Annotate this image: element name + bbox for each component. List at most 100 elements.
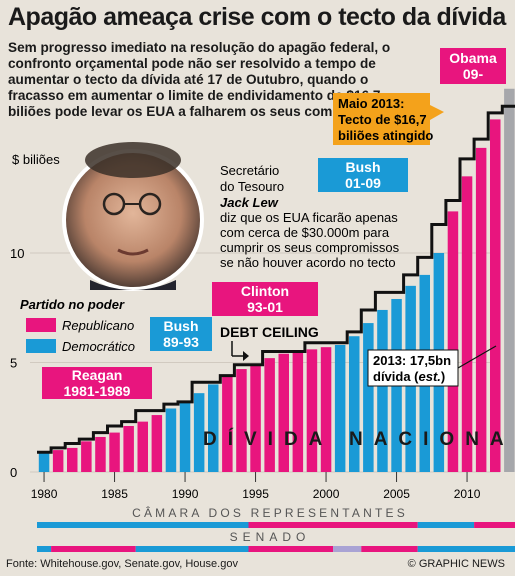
bar-1988 [151, 415, 163, 472]
x-ticks: 1980 1985 1990 1995 2000 2005 2010 [31, 472, 481, 501]
bar-1986 [123, 426, 134, 472]
svg-text:Maio 2013:: Maio 2013: [338, 96, 404, 111]
svg-text:Tecto de $16,7: Tecto de $16,7 [338, 112, 427, 127]
bar-1983 [81, 441, 92, 472]
x-tick-label: 2000 [313, 487, 340, 501]
debt-ceiling-label: DEBT CEILING [220, 324, 319, 361]
senate-strip-segment [361, 546, 418, 552]
house-label: CÂMARA DOS REPRESENTANTES [132, 505, 408, 520]
page-title: Apagão ameaça crise com o tecto da dívid… [8, 3, 506, 31]
senate-strip [37, 546, 515, 552]
x-tick-label: 1985 [101, 487, 128, 501]
senate-strip-segment [135, 546, 249, 552]
legend-label-republican: Republicano [62, 318, 134, 333]
legend: Partido no poder Republicano Democrático [20, 297, 135, 354]
legend-swatch-republican [26, 318, 56, 332]
jack-lew-portrait [62, 142, 204, 291]
bar-1981 [52, 450, 64, 472]
bar-2000 [320, 347, 332, 472]
senate-strip-segment [248, 546, 334, 552]
svg-text:Obama: Obama [449, 50, 497, 66]
bar-2010 [461, 176, 473, 472]
svg-text:Clinton: Clinton [241, 283, 289, 299]
bar-1996 [264, 358, 275, 472]
bar-2011 [475, 147, 487, 472]
secretary-annotation: Secretário do Tesouro Jack Lew diz que o… [220, 163, 400, 270]
senate-label: SENADO [230, 530, 311, 544]
house-strip-segment [248, 522, 418, 528]
debt-callout: 2013: 17,5bn dívida (est.) [367, 345, 497, 387]
bar-1991 [193, 393, 205, 472]
svg-text:do Tesouro: do Tesouro [220, 179, 284, 194]
bar-1984 [95, 436, 106, 472]
national-debt-label: DÍVIDA NACIONAL [203, 428, 515, 450]
bar-1998 [292, 351, 304, 472]
source-text: Fonte: Whitehouse.gov, Senate.gov, House… [6, 558, 238, 570]
x-tick-label: 1990 [172, 487, 199, 501]
svg-text:Bush: Bush [346, 159, 381, 175]
credit-text: © GRAPHIC NEWS [407, 558, 505, 570]
bar-1985 [109, 432, 120, 472]
president-reagan: Reagan 1981-1989 [42, 367, 152, 399]
bar-1995 [250, 364, 261, 472]
bar-1980 [38, 452, 50, 472]
svg-text:01-09: 01-09 [345, 175, 381, 191]
svg-text:89-93: 89-93 [163, 334, 199, 350]
president-obama: Obama 09- [440, 48, 506, 84]
y-axis-label: $ biliões [12, 152, 60, 167]
svg-text:cumprir os seus compromissos: cumprir os seus compromissos [220, 240, 400, 255]
svg-text:2013: 17,5bn: 2013: 17,5bn [373, 353, 451, 368]
legend-label-democratic: Democrático [62, 339, 135, 354]
y-tick-label: 10 [10, 246, 24, 261]
president-bush-sr: Bush 89-93 [150, 317, 212, 351]
svg-text:Reagan: Reagan [72, 367, 123, 383]
svg-text:Secretário: Secretário [220, 163, 279, 178]
legend-swatch-democratic [26, 339, 56, 353]
bar-1990 [179, 401, 191, 472]
bar-1997 [278, 353, 289, 472]
y-tick-label: 5 [10, 356, 17, 371]
bar-2009 [447, 211, 459, 472]
svg-text:09-: 09- [463, 66, 484, 82]
intro-text: Sem progresso imediato na resolução do a… [8, 40, 402, 119]
svg-text:Jack Lew: Jack Lew [220, 195, 279, 210]
svg-text:diz que os EUA ficarão apenas: diz que os EUA ficarão apenas [220, 210, 398, 225]
bar-1989 [165, 408, 177, 472]
x-tick-label: 1980 [31, 487, 58, 501]
svg-text:93-01: 93-01 [247, 299, 283, 315]
x-tick-label: 2005 [383, 487, 410, 501]
senate-strip-segment [37, 546, 52, 552]
svg-text:se não houver acordo no tecto: se não houver acordo no tecto [220, 255, 396, 270]
bar-2012 [490, 119, 501, 472]
senate-strip-segment [51, 546, 136, 552]
ceiling-line [37, 104, 515, 454]
president-clinton: Clinton 93-01 [212, 282, 318, 316]
svg-text:DEBT CEILING: DEBT CEILING [220, 324, 319, 340]
bar-2003 [363, 323, 374, 472]
svg-text:biliões atingido: biliões atingido [338, 128, 433, 143]
ceiling-callout: Maio 2013: Tecto de $16,7 biliões atingi… [333, 93, 444, 145]
senate-strip-segment [333, 546, 362, 552]
bar-1992 [208, 384, 219, 472]
bar-1982 [67, 447, 78, 472]
house-strip-segment [474, 522, 515, 528]
bar-2001 [334, 344, 346, 472]
bar-2013 [504, 88, 515, 472]
x-tick-label: 1995 [242, 487, 269, 501]
bar-1999 [306, 349, 318, 472]
y-tick-label: 0 [10, 465, 17, 480]
house-strip [37, 522, 515, 528]
house-strip-segment [417, 522, 475, 528]
svg-text:1981-1989: 1981-1989 [64, 383, 131, 399]
bar-1994 [236, 369, 247, 472]
bar-1993 [222, 375, 233, 472]
bar-2002 [349, 336, 360, 472]
president-bush-jr: Bush 01-09 [318, 158, 408, 192]
bar-1987 [137, 421, 148, 472]
svg-text:Bush: Bush [164, 318, 199, 334]
house-strip-segment [37, 522, 249, 528]
bar-2004 [377, 309, 388, 472]
senate-strip-segment [417, 546, 515, 552]
svg-text:com cerca de $30.000m para: com cerca de $30.000m para [220, 225, 390, 240]
